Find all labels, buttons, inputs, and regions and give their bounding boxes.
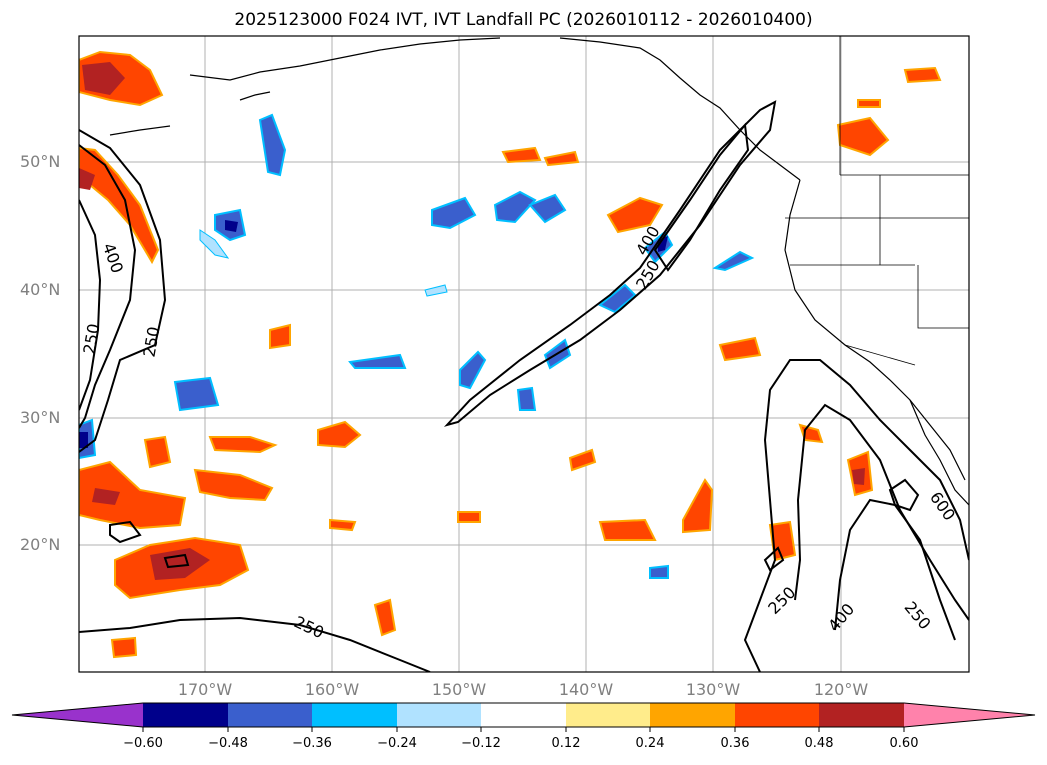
- lat-label-50n: 50°N: [20, 152, 61, 171]
- lon-label-140w: 140°W: [558, 680, 614, 699]
- colorbar-tick-label: −0.12: [461, 736, 501, 751]
- colorbar-segment: [481, 703, 566, 727]
- colorbar-segment: [397, 703, 481, 727]
- lat-label-40n: 40°N: [20, 280, 61, 299]
- colorbar-arrow-max: [904, 703, 1035, 727]
- lon-label-170w: 170°W: [177, 680, 233, 699]
- colorbar-segment: [819, 703, 904, 727]
- colorbar-tick-label: −0.24: [377, 736, 417, 751]
- lon-label-160w: 160°W: [304, 680, 360, 699]
- colorbar-segment: [228, 703, 312, 727]
- colorbar-tick-label: −0.60: [123, 736, 163, 751]
- colorbar-segment: [566, 703, 650, 727]
- colorbar-tick-label: 0.48: [804, 736, 834, 751]
- coastlines: [109, 37, 969, 506]
- map-title: 2025123000 F024 IVT, IVT Landfall PC (20…: [234, 10, 813, 30]
- lat-label-30n: 30°N: [20, 408, 61, 427]
- colorbar-tick-label: 0.36: [720, 736, 750, 751]
- colorbar-tick-label: 0.12: [551, 736, 581, 751]
- lon-label-120w: 120°W: [813, 680, 869, 699]
- ivt-contours: [79, 100, 969, 672]
- lat-label-20n: 20°N: [20, 535, 61, 554]
- colorbar-segment: [312, 703, 397, 727]
- map-frame: [78, 35, 970, 673]
- colorbar-tick-label: 0.24: [635, 736, 665, 751]
- colorbar-segment: [735, 703, 819, 727]
- lon-label-130w: 130°W: [685, 680, 741, 699]
- colorbar-segment: [650, 703, 735, 727]
- colorbar-arrow-min: [12, 703, 143, 727]
- colorbar-segment: [143, 703, 228, 727]
- colorbar: [11, 702, 1036, 732]
- positive-anomaly-regions: [79, 50, 942, 659]
- colorbar-tick-label: −0.48: [208, 736, 248, 751]
- political-borders: [785, 36, 969, 366]
- lon-label-150w: 150°W: [431, 680, 487, 699]
- colorbar-tick-label: −0.36: [292, 736, 332, 751]
- colorbar-tick-label: 0.60: [889, 736, 919, 751]
